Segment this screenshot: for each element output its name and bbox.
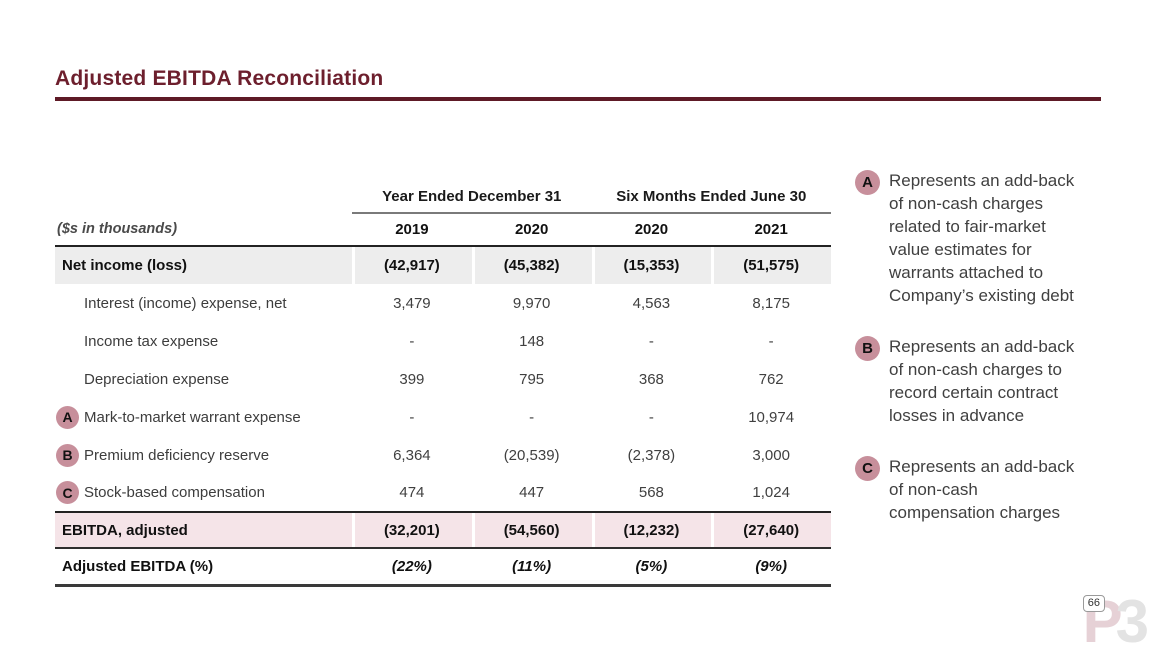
row-label: Interest (income) expense, net	[84, 294, 287, 312]
row-label: Depreciation expense	[84, 370, 230, 388]
table-row-stock-comp: C Stock-based compensation 474 447 568 1,…	[55, 474, 831, 512]
cell-value: -	[409, 408, 415, 426]
cell-value: 10,974	[748, 408, 795, 426]
cell-value: 3,000	[752, 446, 790, 464]
annotation-badge-a: A	[855, 170, 880, 195]
cell-value: (11%)	[471, 548, 592, 587]
row-label: Net income (loss)	[62, 257, 188, 274]
cell-value: 568	[638, 484, 664, 501]
logo-letter-3: 3	[1115, 588, 1149, 655]
ebitda-reconciliation-table: Year Ended December 31 Six Months Ended …	[55, 186, 832, 587]
badge-b: B	[56, 443, 79, 467]
cell-value: 474	[399, 484, 425, 501]
annotation-c: C Represents an add-back of non-cash com…	[855, 455, 1100, 524]
year-header: 2020	[471, 213, 592, 247]
cell-value: 8,175	[752, 294, 790, 312]
title-underline	[55, 97, 1101, 101]
row-label: Income tax expense	[84, 332, 219, 350]
cell-value: 4,563	[632, 294, 671, 312]
cell-value: 9,970	[512, 294, 551, 312]
annotation-text: Represents an add-back of non-cash charg…	[889, 171, 1075, 305]
year-header: 2020	[591, 213, 712, 247]
row-label: Adjusted EBITDA (%)	[62, 557, 214, 575]
cell-value: (2,378)	[627, 446, 676, 464]
column-group-six-months: Six Months Ended June 30	[591, 186, 832, 214]
cell-value: (42,917)	[352, 246, 472, 284]
row-label: Stock-based compensation	[84, 484, 265, 501]
table-row-net-income: Net income (loss) (42,917) (45,382) (15,…	[55, 246, 832, 284]
cell-value: 148	[519, 332, 545, 350]
table-row-interest: Interest (income) expense, net 3,479 9,9…	[55, 284, 831, 322]
cell-value: (22%)	[352, 548, 472, 587]
cell-value: 6,364	[393, 446, 431, 464]
cell-value: -	[409, 332, 415, 350]
annotation-text: Represents an add-back of non-cash compe…	[889, 457, 1075, 522]
cell-value: 762	[758, 370, 784, 388]
table-row-adjusted-ebitda-pct: Adjusted EBITDA (%) (22%) (11%) (5%) (9%…	[55, 548, 832, 587]
year-header: 2021	[711, 213, 832, 247]
table-row-ebitda-adjusted: EBITDA, adjusted (32,201) (54,560) (12,2…	[55, 511, 832, 549]
row-label: EBITDA, adjusted	[62, 521, 188, 539]
table-row-premium-deficiency: B Premium deficiency reserve 6,364 (20,53…	[55, 436, 831, 474]
page-number: 66	[1082, 595, 1105, 612]
cell-value: 399	[399, 370, 425, 388]
table-row-warrant-expense: A Mark-to-market warrant expense - - - 10…	[55, 398, 831, 436]
cell-value: 368	[638, 370, 664, 388]
cell-value: (9%)	[711, 548, 832, 587]
empty-corner-cell	[55, 186, 352, 213]
cell-value: 1,024	[752, 484, 790, 501]
cell-value: 795	[519, 370, 545, 388]
cell-value: (5%)	[591, 548, 712, 587]
cell-value: (32,201)	[352, 511, 472, 549]
page-title: Adjusted EBITDA Reconciliation	[55, 67, 384, 90]
cell-value: (51,575)	[711, 246, 832, 284]
table-row-depreciation: Depreciation expense 399 795 368 762	[55, 360, 831, 398]
cell-value: -	[648, 408, 654, 426]
cell-value: -	[648, 332, 654, 350]
column-group-header-row: Year Ended December 31 Six Months Ended …	[55, 186, 832, 214]
badge-a: A	[56, 405, 79, 429]
footnote-annotations: A Represents an add-back of non-cash cha…	[855, 169, 1100, 552]
cell-value: (27,640)	[711, 511, 832, 549]
cell-value: 3,479	[393, 294, 431, 312]
cell-value: (45,382)	[471, 246, 592, 284]
annotation-badge-c: C	[855, 456, 880, 481]
financial-table: Year Ended December 31 Six Months Ended …	[55, 186, 832, 587]
year-header-row: ($s in thousands) 2019 2020 2020 2021	[55, 213, 832, 247]
cell-value: 447	[519, 484, 545, 501]
row-label: Premium deficiency reserve	[84, 446, 270, 464]
cell-value: (15,353)	[591, 246, 712, 284]
cell-value: -	[768, 332, 774, 350]
annotation-text: Represents an add-back of non-cash charg…	[889, 337, 1075, 425]
cell-value: (54,560)	[471, 511, 592, 549]
year-header: 2019	[352, 213, 472, 247]
annotation-a: A Represents an add-back of non-cash cha…	[855, 169, 1100, 307]
units-label: ($s in thousands)	[55, 213, 352, 247]
annotation-b: B Represents an add-back of non-cash cha…	[855, 335, 1100, 427]
badge-c: C	[56, 481, 79, 504]
cell-value: (12,232)	[591, 511, 712, 549]
cell-value: -	[529, 408, 535, 426]
table-row-income-tax: Income tax expense - 148 - -	[55, 322, 831, 360]
row-label: Mark-to-market warrant expense	[84, 408, 301, 426]
annotation-badge-b: B	[855, 336, 880, 361]
column-group-year-ended: Year Ended December 31	[352, 186, 592, 214]
cell-value: (20,539)	[503, 446, 560, 464]
